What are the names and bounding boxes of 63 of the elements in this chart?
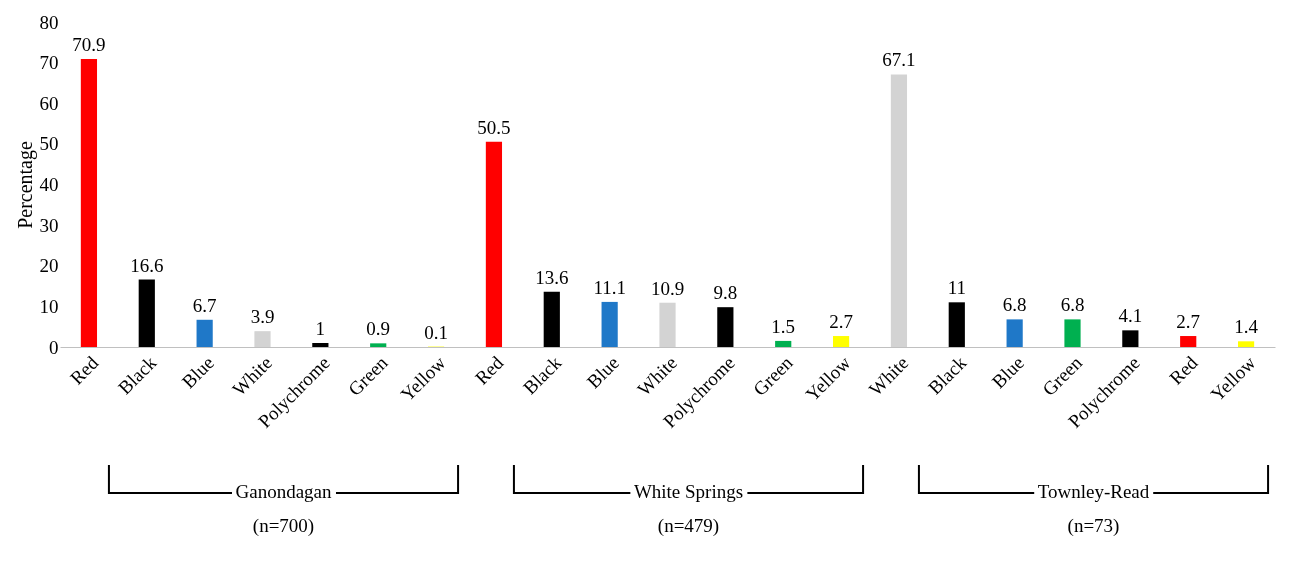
bar [1122,330,1139,347]
y-tick-label: 80 [39,11,59,33]
data-label: 1.5 [771,315,796,337]
data-label: 10.9 [650,277,685,299]
bar [1237,341,1255,347]
bar [80,58,98,347]
bar [1006,319,1023,347]
data-label: 1.4 [1234,316,1259,338]
x-tick-label: Red [1165,351,1202,389]
data-label: 2.7 [1176,311,1201,333]
text: Ganondagan [231,481,336,503]
y-tick-label: 50 [39,133,59,155]
x-tick-label: Blue [987,352,1029,393]
bar [1180,336,1197,347]
bar [312,342,329,347]
data-label: 67.1 [882,49,916,71]
x-tick-label: Red [65,351,103,389]
text: (n=479) [656,515,721,537]
y-tick-label: 70 [39,52,59,74]
data-label: 70.9 [72,33,106,55]
data-label: 0.9 [366,318,391,340]
bar [717,307,734,347]
data-label: 6.8 [1002,294,1027,316]
data-label: 3.9 [250,306,275,328]
bar [254,331,271,347]
bar [196,319,213,347]
text: (n=700) [251,515,316,537]
x-tick-label: Blue [177,352,219,393]
data-label: 2.7 [829,311,853,333]
y-tick-label: 0 [49,336,59,358]
data-label: 16.6 [130,254,164,276]
bar [138,279,155,347]
text: White Springs [629,481,748,503]
data-label: 9.8 [713,282,738,304]
y-tick-label: 60 [39,92,59,114]
bar [485,141,503,347]
y-tick-label: 10 [39,295,59,317]
bar [1064,319,1081,347]
y-tick-label: 30 [39,214,59,236]
text: (n=73) [1066,515,1121,537]
y-axis-title: Percentage [13,141,37,229]
text: Townley-Read [1033,481,1154,503]
x-tick-label: Blue [582,352,624,393]
data-label: 6.7 [192,294,217,316]
bar [775,340,792,347]
y-tick-label: 40 [39,174,59,195]
y-tick-label: 20 [39,255,59,277]
x-tick-label: Red [470,351,508,389]
bar [948,302,965,347]
data-label: 4.1 [1118,305,1143,327]
bar [543,291,560,347]
bar [890,74,908,347]
data-label: 11.1 [593,276,626,298]
bar [832,336,850,347]
data-label: 50.5 [477,116,511,138]
data-label: 13.6 [535,266,569,288]
data-label: 0.1 [424,321,448,343]
bar [370,343,387,347]
data-label: 11 [947,277,966,299]
bar [601,301,618,347]
data-label: 1 [315,317,326,339]
data-label: 6.8 [1060,294,1085,316]
bar [659,302,676,347]
